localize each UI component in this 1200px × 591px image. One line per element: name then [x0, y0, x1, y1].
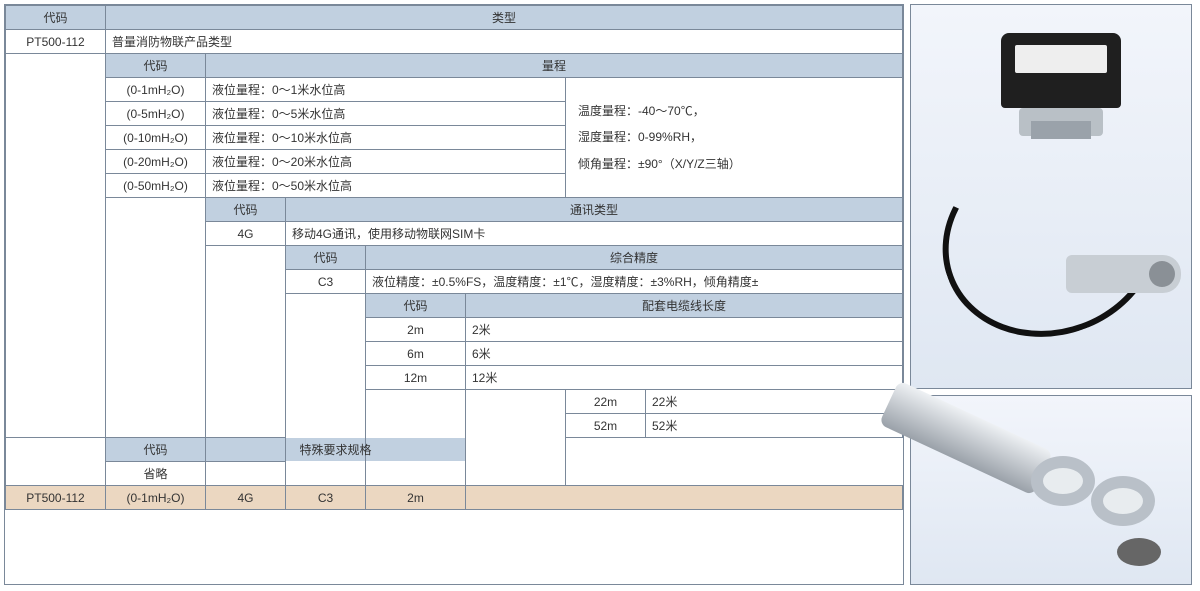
product-image-main: [910, 4, 1192, 389]
lv5-row-code: 12m: [366, 366, 466, 390]
lv2-row-range: 液位量程：0～5米水位高: [206, 102, 566, 126]
spacer-c1: [6, 54, 106, 438]
extra-hum: 湿度量程：0-99%RH，: [578, 124, 890, 150]
lv2-row-range: 液位量程：0～50米水位高: [206, 174, 566, 198]
lv2-code-hdr: 代码: [106, 54, 206, 78]
lv5-row-code: 22m: [566, 390, 646, 414]
extra-temp: 温度量程：-40～70℃，: [578, 98, 890, 124]
lv3-code: 4G: [206, 222, 286, 246]
lv6-code-hdr: 代码: [106, 438, 206, 462]
footer-c2: (0-1mH₂O): [106, 486, 206, 510]
lv6-code: 省略: [106, 462, 206, 486]
lv2-row-code: (0-50mH₂O): [106, 174, 206, 198]
footer-rest: [466, 486, 903, 510]
lv5-len-hdr: 配套电缆线长度: [466, 294, 903, 318]
spacer-c2: [106, 198, 206, 438]
lv2-row-range: 液位量程：0～10米水位高: [206, 126, 566, 150]
footer-c1: PT500-112: [6, 486, 106, 510]
lv4-acc: 液位精度：±0.5%FS，温度精度：±1℃，湿度精度：±3%RH，倾角精度±: [366, 270, 903, 294]
lv5-code-hdr: 代码: [366, 294, 466, 318]
spacer-c3: [206, 246, 286, 438]
lv2-row-code: (0-10mH₂O): [106, 126, 206, 150]
spacer-c2b: [466, 390, 566, 486]
lv2-row-code: (0-5mH₂O): [106, 102, 206, 126]
lv5-row-len: 12米: [466, 366, 903, 390]
lv2-extra-cell: 温度量程：-40～70℃， 湿度量程：0-99%RH， 倾角量程：±90°（X/…: [566, 78, 903, 198]
lv4-acc-hdr: 综合精度: [366, 246, 903, 270]
lv1-type-hdr: 类型: [106, 6, 903, 30]
lv5-row-len: 2米: [466, 318, 903, 342]
lv3-comm: 移动4G通讯，使用移动物联网SIM卡: [286, 222, 903, 246]
spec-sheet: 代码 类型 PT500-112 普量消防物联产品类型 代码 量程 (0-1mH₂…: [4, 4, 1196, 585]
lv4-code-hdr: 代码: [286, 246, 366, 270]
spacer-c5: [6, 438, 106, 486]
lv1-code: PT500-112: [6, 30, 106, 54]
lv5-row-code: 6m: [366, 342, 466, 366]
footer-c4: C3: [286, 486, 366, 510]
footer-c5: 2m: [366, 486, 466, 510]
lv1-type: 普量消防物联产品类型: [106, 30, 903, 54]
lv2-row-code: (0-20mH₂O): [106, 150, 206, 174]
lv6-spec-empty: [206, 462, 466, 486]
lv2-row-range: 液位量程：0～1米水位高: [206, 78, 566, 102]
lv2-range-hdr: 量程: [206, 54, 903, 78]
lv5-row-len: 22米: [646, 390, 903, 414]
lv5-row-code: 2m: [366, 318, 466, 342]
lv3-comm-hdr: 通讯类型: [286, 198, 903, 222]
lv5-row-code: 52m: [566, 414, 646, 438]
lv5-row-len: 6米: [466, 342, 903, 366]
nested-spec-table: 代码 类型 PT500-112 普量消防物联产品类型 代码 量程 (0-1mH₂…: [5, 5, 903, 510]
extra-tilt: 倾角量程：±90°（X/Y/Z三轴）: [578, 151, 890, 177]
lv6-spec-hdr: 特殊要求规格: [206, 438, 466, 462]
lv4-code: C3: [286, 270, 366, 294]
spec-table: 代码 类型 PT500-112 普量消防物联产品类型 代码 量程 (0-1mH₂…: [4, 4, 904, 585]
product-image-detail: [910, 395, 1192, 585]
footer-c3: 4G: [206, 486, 286, 510]
lv3-code-hdr: 代码: [206, 198, 286, 222]
lv2-row-code: (0-1mH₂O): [106, 78, 206, 102]
lv5-row-len: 52米: [646, 414, 903, 438]
lv1-code-hdr: 代码: [6, 6, 106, 30]
product-images: [910, 4, 1192, 585]
lv2-row-range: 液位量程：0～20米水位高: [206, 150, 566, 174]
